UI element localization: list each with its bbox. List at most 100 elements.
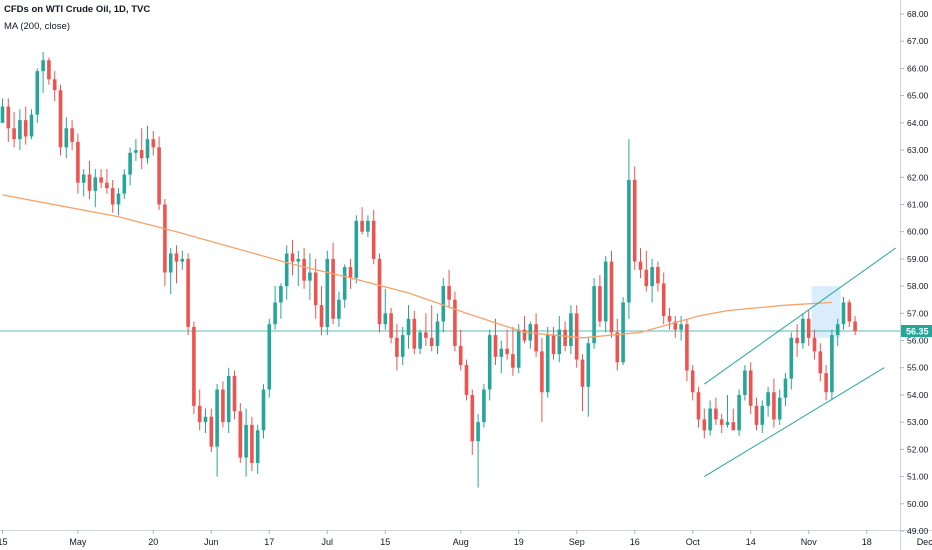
candle[interactable] [395,324,399,371]
candle-body[interactable] [348,267,353,278]
candle[interactable] [226,367,231,434]
candle[interactable] [644,250,649,292]
candle-body[interactable] [168,253,173,273]
candle[interactable] [35,68,40,123]
candle[interactable] [232,370,237,420]
candle-body[interactable] [453,299,457,346]
candle-body[interactable] [748,370,753,406]
candle[interactable] [23,106,28,145]
candle-body[interactable] [679,324,683,330]
candle[interactable] [540,337,544,423]
candle[interactable] [429,305,434,352]
candle-body[interactable] [383,313,388,325]
candle[interactable] [679,316,683,341]
candle-body[interactable] [847,302,852,322]
candle[interactable] [743,365,747,401]
candle[interactable] [6,98,11,142]
candle-body[interactable] [105,182,109,189]
candle-body[interactable] [110,188,115,205]
candle[interactable] [267,318,272,398]
candle[interactable] [673,316,678,338]
candle-body[interactable] [685,324,689,371]
ma-legend-label[interactable]: MA (200, close) [4,21,70,32]
candle[interactable] [638,248,643,278]
candle[interactable] [482,384,486,428]
candle-body[interactable] [325,258,330,327]
candle-body[interactable] [563,329,567,346]
candle[interactable] [12,111,16,148]
candle-body[interactable] [458,345,463,366]
candle[interactable] [493,318,498,366]
candle[interactable] [702,408,707,439]
candle-body[interactable] [656,267,660,284]
candle-body[interactable] [696,392,701,420]
candle-body[interactable] [296,258,301,262]
candle[interactable] [383,288,388,330]
candle[interactable] [377,253,382,333]
candle-body[interactable] [81,174,86,183]
candle-body[interactable] [290,253,295,262]
candle[interactable] [215,384,219,477]
candle[interactable] [168,248,173,295]
candle[interactable] [0,98,5,123]
candle[interactable] [52,71,57,102]
candle-body[interactable] [128,152,132,175]
candle[interactable] [656,261,660,292]
candle-body[interactable] [534,324,538,352]
candle[interactable] [145,125,150,164]
candle[interactable] [835,318,840,346]
candle[interactable] [93,169,98,208]
candle-body[interactable] [93,177,98,191]
candle-body[interactable] [447,286,451,300]
candle-body[interactable] [522,329,527,341]
candle[interactable] [290,239,295,276]
candle[interactable] [342,264,347,308]
candle[interactable] [308,253,312,300]
candle-body[interactable] [743,370,747,395]
candle-body[interactable] [638,261,643,270]
candle[interactable] [690,365,695,401]
candle[interactable] [348,258,353,289]
candle[interactable] [696,386,701,428]
candle[interactable] [621,296,625,366]
candle-body[interactable] [273,302,277,325]
candle[interactable] [545,326,550,398]
candle[interactable] [841,296,846,330]
candle[interactable] [400,326,405,366]
candle[interactable] [627,139,631,319]
candle-body[interactable] [308,272,312,281]
candle[interactable] [725,394,730,428]
candle-body[interactable] [812,337,817,352]
candle-body[interactable] [609,261,614,333]
candle[interactable] [476,413,480,488]
candle[interactable] [760,400,765,434]
candle[interactable] [505,329,509,360]
candle-body[interactable] [603,261,608,322]
candle[interactable] [58,84,63,156]
candle-body[interactable] [580,359,585,387]
candle[interactable] [203,408,208,434]
candle-body[interactable] [435,321,440,346]
candle[interactable] [18,109,22,151]
candle-body[interactable] [505,348,509,355]
candle[interactable] [615,318,620,371]
candle-body[interactable] [238,411,243,458]
candle[interactable] [685,318,689,382]
candle-body[interactable] [279,286,283,303]
candle-body[interactable] [0,106,5,123]
channel-upper-line[interactable] [704,247,896,385]
candle-body[interactable] [226,375,231,423]
candle-body[interactable] [627,179,631,303]
candle[interactable] [116,188,121,216]
candle[interactable] [772,378,776,428]
candle[interactable] [337,291,341,327]
candle[interactable] [632,166,637,270]
candle-body[interactable] [725,422,730,425]
candle[interactable] [134,139,138,161]
candle[interactable] [325,250,330,336]
candle-body[interactable] [52,79,57,91]
candle-body[interactable] [377,258,382,325]
candle-body[interactable] [615,332,620,363]
candle[interactable] [250,416,254,472]
